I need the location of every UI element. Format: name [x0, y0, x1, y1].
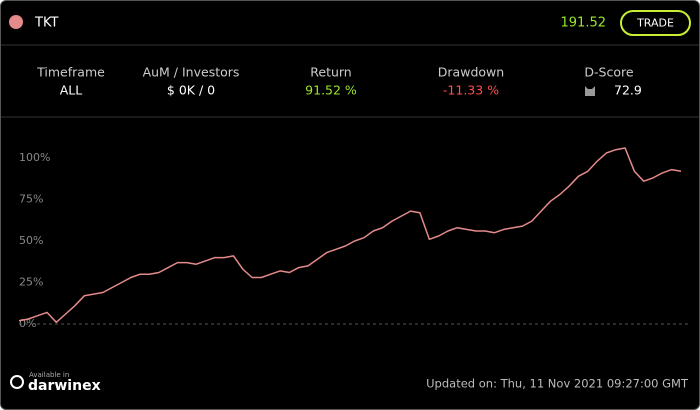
- stat-value: -11.33 %: [443, 83, 499, 98]
- return-line: [18, 147, 682, 324]
- y-tick-label: 50%: [19, 234, 43, 247]
- y-tick-label: 75%: [19, 193, 43, 206]
- button-outline[interactable]: [620, 10, 691, 36]
- symbol: TKT: [34, 16, 58, 31]
- brand-logo: Available in darwinex: [10, 371, 101, 394]
- stat-label: Drawdown: [438, 65, 504, 80]
- stat-label: D-Score: [584, 65, 633, 80]
- stat-label: AuM / Investors: [143, 65, 240, 80]
- y-tick-label: 25%: [19, 276, 43, 289]
- price: 191.52: [561, 16, 607, 31]
- symbol-dot: [9, 15, 23, 29]
- trade-button[interactable]: TRADE: [620, 10, 691, 36]
- stat-value: ALL: [60, 83, 83, 98]
- dscore-icon: [585, 86, 595, 96]
- updated: Updated on: Thu, 11 Nov 2021 09:27:00 GM…: [426, 377, 689, 391]
- button-label[interactable]: TRADE: [636, 17, 674, 30]
- stat-value: 72.9: [614, 83, 642, 98]
- stat-label: Return: [310, 65, 351, 80]
- logo-icon: [10, 375, 24, 389]
- brand: darwinex: [28, 378, 101, 394]
- stat-value: $ 0K / 0: [167, 83, 215, 98]
- y-tick-label: 100%: [19, 151, 50, 164]
- stat-value: 91.52 %: [305, 83, 357, 98]
- brand-small: Available in: [29, 371, 69, 379]
- stat-label: Timeframe: [36, 65, 105, 80]
